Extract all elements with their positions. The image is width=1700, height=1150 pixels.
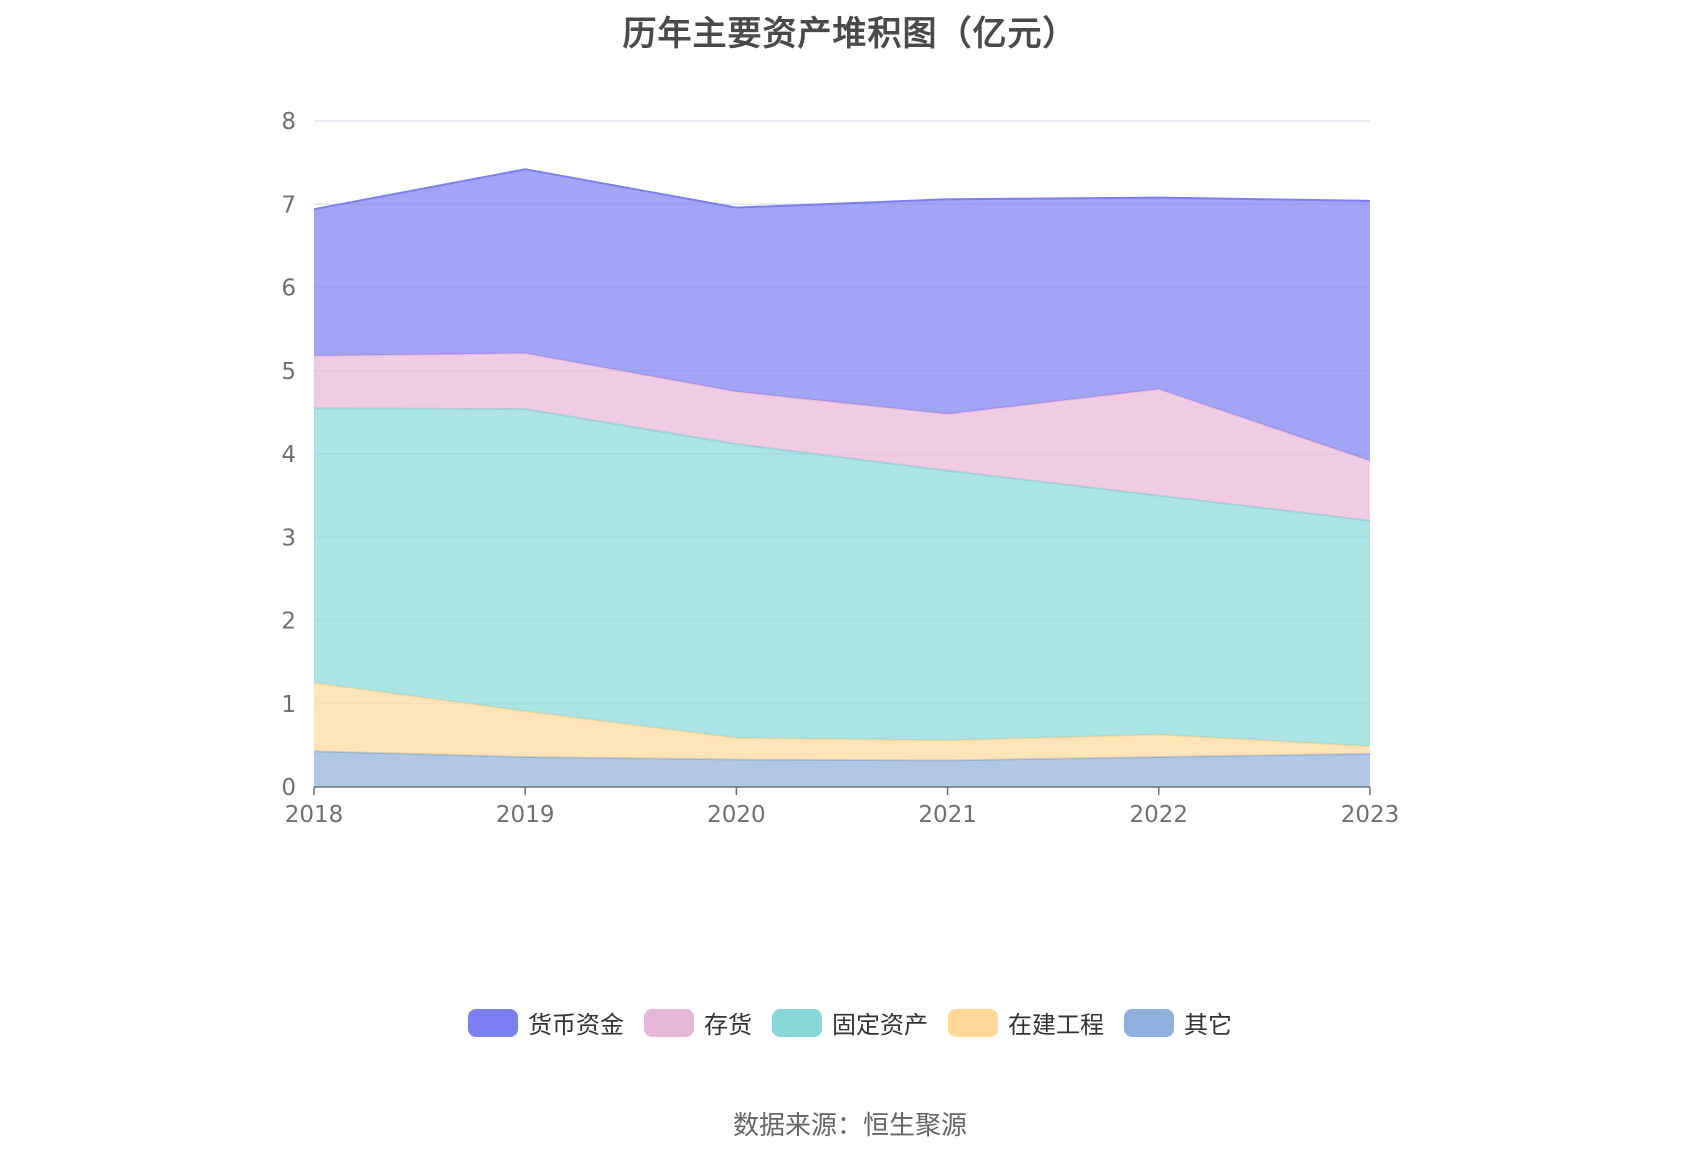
legend-swatch xyxy=(772,1008,822,1037)
area-series-存货 xyxy=(314,353,1370,521)
legend-label: 货币资金 xyxy=(528,1011,624,1039)
stacked-area-chart: 0 1 2 3 4 5 6 7 8 2018 2019 2020 2021 2022 2023 xyxy=(281,109,1400,828)
x-tick-label: 2020 xyxy=(707,802,766,828)
y-tick-label: 3 xyxy=(281,525,296,551)
legend-item[interactable]: 存货 xyxy=(644,1005,752,1040)
y-tick-label: 2 xyxy=(281,609,296,635)
y-tick-label: 8 xyxy=(281,109,296,135)
area-series-在建工程 xyxy=(314,682,1370,761)
legend-item[interactable]: 其它 xyxy=(1124,1005,1232,1040)
legend-item[interactable]: 固定资产 xyxy=(772,1005,928,1040)
series-line-货币资金 xyxy=(313,168,1371,211)
y-axis-labels: 0 1 2 3 4 5 6 7 8 xyxy=(281,109,296,801)
area-series xyxy=(313,168,1371,787)
legend-item[interactable]: 在建工程 xyxy=(948,1005,1104,1040)
chart-title: 历年主要资产堆积图（亿元） xyxy=(622,14,1078,54)
legend: 货币资金 存货 固定资产 在建工程 其它 xyxy=(0,1005,1700,1040)
legend-label: 固定资产 xyxy=(832,1011,928,1039)
y-tick-label: 6 xyxy=(281,276,296,302)
x-tick-label: 2022 xyxy=(1130,802,1189,828)
legend-label: 其它 xyxy=(1184,1011,1232,1039)
legend-label: 存货 xyxy=(704,1011,752,1039)
area-series-货币资金 xyxy=(314,169,1370,461)
legend-item[interactable]: 货币资金 xyxy=(468,1005,624,1040)
legend-swatch xyxy=(1124,1008,1174,1037)
x-tick-label: 2019 xyxy=(496,802,555,828)
y-tick-label: 5 xyxy=(281,359,296,385)
area-series-固定资产 xyxy=(314,408,1370,747)
y-tick-label: 7 xyxy=(281,192,296,218)
y-tick-label: 4 xyxy=(281,442,296,468)
area-series-其它 xyxy=(314,751,1370,787)
x-tick-label: 2023 xyxy=(1341,802,1400,828)
legend-swatch xyxy=(468,1008,518,1037)
x-tick-label: 2018 xyxy=(285,802,344,828)
x-axis xyxy=(313,786,1371,795)
x-axis-labels: 2018 2019 2020 2021 2022 2023 xyxy=(285,802,1400,828)
y-tick-label: 1 xyxy=(281,692,296,718)
x-tick-label: 2021 xyxy=(918,802,977,828)
y-tick-label: 0 xyxy=(281,775,296,801)
legend-label: 在建工程 xyxy=(1008,1011,1104,1039)
legend-swatch xyxy=(644,1008,694,1037)
legend-swatch xyxy=(948,1008,998,1037)
data-source: 数据来源：恒生聚源 xyxy=(732,1111,967,1141)
